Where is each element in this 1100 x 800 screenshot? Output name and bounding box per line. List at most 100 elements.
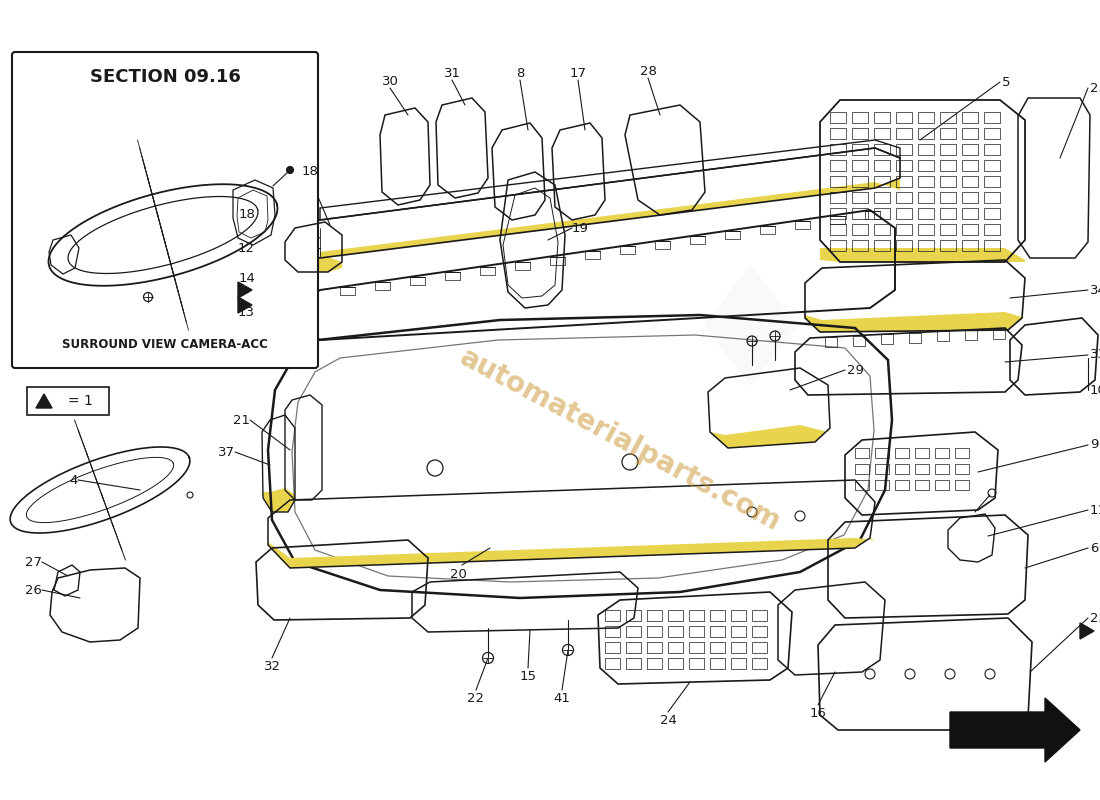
Bar: [855, 480, 869, 490]
Text: 29: 29: [847, 363, 864, 377]
Bar: [940, 128, 956, 139]
Text: 18: 18: [238, 209, 255, 222]
Bar: [935, 464, 949, 474]
Bar: [852, 240, 868, 251]
Bar: [874, 240, 890, 251]
Bar: [752, 642, 767, 653]
Bar: [852, 144, 868, 155]
Bar: [605, 626, 620, 637]
Bar: [874, 160, 890, 171]
Bar: [852, 224, 868, 235]
Bar: [830, 128, 846, 139]
Bar: [962, 192, 978, 203]
Bar: [955, 464, 969, 474]
Bar: [874, 192, 890, 203]
Polygon shape: [263, 488, 295, 512]
Bar: [915, 464, 930, 474]
Bar: [984, 192, 1000, 203]
Bar: [984, 112, 1000, 123]
Bar: [984, 176, 1000, 187]
Bar: [830, 224, 846, 235]
Bar: [940, 176, 956, 187]
Text: SURROUND VIEW CAMERA-ACC: SURROUND VIEW CAMERA-ACC: [62, 338, 268, 351]
Bar: [855, 464, 869, 474]
Bar: [918, 192, 934, 203]
Bar: [852, 128, 868, 139]
Text: 10: 10: [1090, 383, 1100, 397]
Text: 9: 9: [1090, 438, 1099, 451]
Text: 26: 26: [25, 583, 42, 597]
Bar: [896, 176, 912, 187]
Text: 14: 14: [238, 271, 255, 285]
Bar: [874, 112, 890, 123]
Bar: [918, 176, 934, 187]
Bar: [852, 176, 868, 187]
Polygon shape: [710, 425, 830, 448]
Bar: [874, 176, 890, 187]
Bar: [689, 642, 704, 653]
Bar: [732, 642, 746, 653]
Bar: [626, 626, 641, 637]
Bar: [896, 128, 912, 139]
Bar: [955, 448, 969, 458]
Text: 30: 30: [382, 75, 398, 88]
Bar: [918, 208, 934, 219]
Bar: [626, 642, 641, 653]
Text: 11: 11: [1090, 503, 1100, 517]
Bar: [940, 160, 956, 171]
Polygon shape: [320, 178, 900, 258]
Bar: [852, 112, 868, 123]
Bar: [605, 610, 620, 621]
Text: 37: 37: [218, 446, 235, 458]
Bar: [915, 480, 930, 490]
Bar: [874, 464, 889, 474]
Text: ♦: ♦: [675, 258, 825, 422]
Bar: [896, 208, 912, 219]
Bar: [918, 112, 934, 123]
Text: SECTION 09.16: SECTION 09.16: [89, 68, 241, 86]
Bar: [732, 626, 746, 637]
Bar: [935, 480, 949, 490]
Bar: [940, 224, 956, 235]
Polygon shape: [268, 538, 874, 568]
Bar: [830, 144, 846, 155]
Bar: [626, 610, 641, 621]
Polygon shape: [820, 248, 1025, 262]
Bar: [940, 144, 956, 155]
Bar: [984, 144, 1000, 155]
Bar: [984, 240, 1000, 251]
Bar: [710, 626, 725, 637]
Bar: [852, 160, 868, 171]
Bar: [647, 610, 662, 621]
Bar: [918, 240, 934, 251]
Bar: [984, 128, 1000, 139]
Text: 8: 8: [516, 67, 525, 80]
Text: 20: 20: [450, 568, 466, 581]
Bar: [895, 448, 909, 458]
Bar: [896, 144, 912, 155]
Polygon shape: [238, 282, 252, 298]
Text: 21: 21: [233, 414, 250, 426]
Bar: [874, 144, 890, 155]
Bar: [830, 208, 846, 219]
Text: 34: 34: [1090, 283, 1100, 297]
FancyBboxPatch shape: [28, 387, 109, 415]
Bar: [830, 160, 846, 171]
Bar: [752, 626, 767, 637]
Bar: [668, 610, 683, 621]
Bar: [874, 128, 890, 139]
Text: 31: 31: [443, 67, 461, 80]
Bar: [962, 144, 978, 155]
Bar: [852, 192, 868, 203]
Bar: [830, 192, 846, 203]
Bar: [940, 208, 956, 219]
Bar: [732, 610, 746, 621]
Bar: [895, 464, 909, 474]
Polygon shape: [238, 297, 252, 313]
Bar: [668, 658, 683, 669]
Bar: [689, 658, 704, 669]
Text: 16: 16: [810, 707, 826, 720]
Text: 13: 13: [238, 306, 255, 318]
Bar: [874, 480, 889, 490]
Bar: [962, 112, 978, 123]
